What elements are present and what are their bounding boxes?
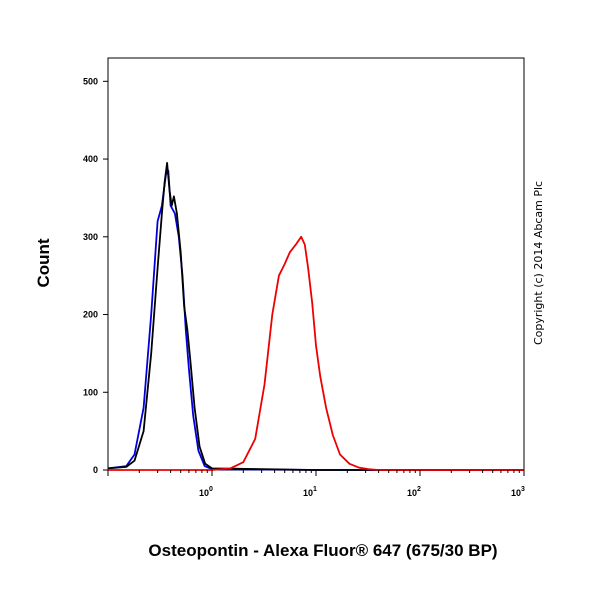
plot-frame — [107, 57, 525, 471]
y-tick-label: 100 — [83, 387, 98, 397]
red-histogram-line — [108, 235, 524, 471]
y-axis-label: Count — [34, 238, 53, 287]
y-tick-label: 400 — [83, 154, 98, 164]
y-axis-ticks: 0 100 200 300 400 500 — [83, 76, 108, 475]
x-axis-ticks: 100 101 102 103 — [107, 470, 525, 498]
x-tick-label: 101 — [303, 486, 317, 498]
x-tick-label: 102 — [407, 486, 421, 498]
blue-histogram-line — [107, 169, 524, 471]
y-tick-label: 300 — [83, 232, 98, 242]
y-tick-label: 200 — [83, 310, 98, 320]
x-tick-label: 103 — [511, 486, 525, 498]
series-layer — [107, 161, 524, 471]
y-tick-label: 500 — [83, 76, 98, 86]
plot-border — [107, 57, 525, 471]
y-tick-label: 0 — [93, 465, 98, 475]
black-histogram-line — [107, 161, 524, 471]
x-axis-label: Osteopontin - Alexa Fluor® 647 (675/30 B… — [148, 541, 497, 560]
copyright-annotation: Copyright (c) 2014 Abcam Plc — [532, 181, 545, 345]
x-tick-label: 100 — [199, 486, 213, 498]
